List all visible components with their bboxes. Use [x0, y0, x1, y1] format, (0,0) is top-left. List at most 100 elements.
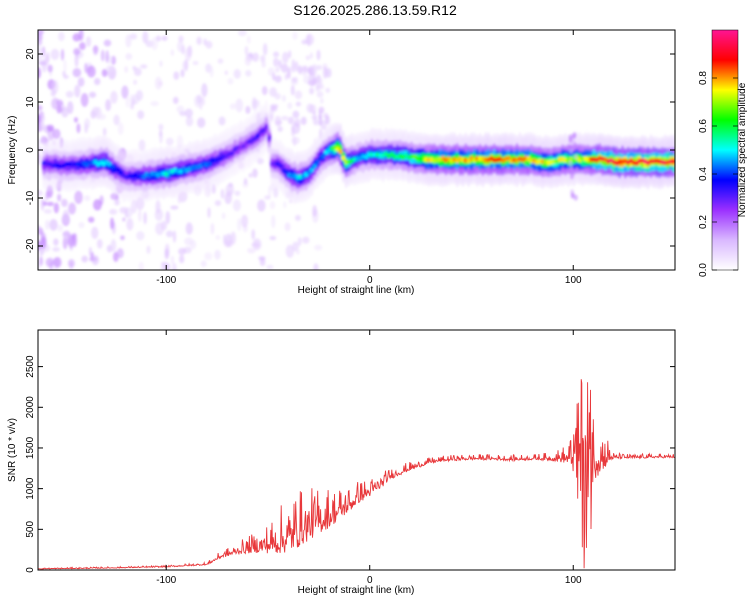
spectrogram-noise-blob	[234, 190, 241, 196]
spectrogram-noise-blob	[39, 250, 43, 259]
spectrogram-noise-blob	[297, 237, 302, 246]
snr-x-label: Height of straight line (km)	[298, 585, 415, 596]
spectrogram-noise-blob	[130, 199, 137, 214]
spectrogram-noise-blob	[73, 48, 81, 56]
spectrogram-noise-blob	[292, 110, 300, 119]
spectrogram-noise-blob	[165, 230, 174, 238]
spectrogram-noise-blob	[180, 69, 185, 78]
spectrogram-noise-blob	[284, 222, 291, 232]
spectrogram-noise-blob	[52, 247, 60, 252]
spectrogram-y-tick-label: -20	[25, 238, 36, 253]
spectrogram-noise-blob	[52, 128, 61, 140]
spectrogram-noise-blob	[178, 247, 186, 255]
spectrogram-noise-blob	[179, 111, 187, 117]
spectrogram-noise-blob	[258, 256, 266, 261]
spectrogram-noise-blob	[218, 116, 226, 126]
spectrogram-noise-blob	[67, 259, 75, 268]
spectrogram-noise-blob	[93, 51, 98, 56]
spectrogram-noise-blob	[42, 201, 48, 206]
spectrogram-noise-blob	[220, 188, 225, 199]
spectrogram-noise-blob	[247, 247, 256, 254]
spectrogram-ridge-cell	[338, 149, 343, 155]
spectrogram-noise-blob	[40, 115, 45, 122]
spectrogram-noise-blob	[261, 86, 268, 96]
spectrogram-noise-blob	[130, 102, 135, 110]
spectrogram-noise-blob	[570, 192, 575, 199]
spectrogram-noise-blob	[300, 116, 307, 126]
spectrogram-noise-blob	[158, 123, 164, 131]
spectrogram-noise-blob	[277, 126, 283, 132]
spectrogram-noise-blob	[85, 36, 92, 47]
spectrogram-ridge-cell	[115, 167, 121, 173]
spectrogram-noise-blob	[39, 256, 43, 267]
spectrogram-ridge-cell	[252, 136, 258, 142]
spectrogram-noise-blob	[111, 55, 116, 66]
spectrogram-noise-blob	[47, 64, 53, 73]
spectrogram-ridge-cell	[309, 167, 315, 173]
spectrogram-noise-blob	[275, 67, 280, 73]
spectrogram-y-tick-label: 0	[25, 147, 36, 153]
spectrogram-noise-blob	[46, 201, 54, 207]
snr-y-tick-label: 0	[25, 567, 36, 573]
spectrogram-noise-blob	[217, 58, 224, 64]
spectrogram-noise-blob	[294, 76, 299, 83]
spectrogram-noise-blob	[315, 65, 323, 71]
spectrogram-ridge-cell	[261, 128, 266, 133]
snr-y-label: SNR (10 * v/v)	[7, 418, 18, 482]
spectrogram-noise-blob	[308, 65, 315, 76]
spectrogram-noise-blob	[58, 31, 65, 42]
spectrogram-noise-blob	[53, 202, 60, 214]
spectrogram-x-tick-label: 100	[565, 275, 582, 286]
colorbar-tick-label: 0.6	[698, 119, 709, 133]
spectrogram-noise-blob	[160, 261, 170, 270]
spectrogram-noise-blob	[125, 96, 130, 108]
spectrogram-noise-blob	[120, 235, 125, 241]
spectrogram-noise-blob	[170, 205, 179, 210]
spectrogram-noise-blob	[88, 91, 97, 98]
spectrogram-noise-blob	[282, 95, 286, 102]
spectrogram-noise-blob	[252, 238, 262, 251]
spectrogram-noise-blob	[57, 193, 62, 202]
spectrogram-noise-blob	[45, 219, 50, 230]
spectrogram-noise-blob	[38, 47, 42, 53]
spectrogram-ridge-cell	[284, 169, 289, 175]
spectrogram-noise-blob	[568, 160, 573, 167]
spectrogram-noise-blob	[84, 62, 88, 74]
spectrogram-ridge-cell	[278, 163, 283, 169]
spectrogram-noise-blob	[63, 59, 67, 73]
spectrogram-noise-blob	[309, 87, 315, 95]
spectrogram-noise-blob	[91, 255, 100, 266]
spectrogram-noise-blob	[287, 116, 294, 125]
spectrogram-noise-blob	[38, 67, 42, 79]
spectrogram-noise-blob	[274, 75, 282, 81]
colorbar-gradient	[712, 30, 738, 270]
spectrogram-noise-blob	[275, 120, 283, 126]
spectrogram-noise-blob	[138, 208, 142, 222]
spectrogram-noise-blob	[199, 104, 203, 110]
spectrogram-noise-blob	[84, 118, 91, 129]
spectrogram-x-ticks: -100 0 100	[156, 30, 582, 286]
spectrogram-noise-blob	[40, 236, 47, 249]
spectrogram-noise-blob	[245, 105, 251, 114]
spectrogram-noise-blob	[291, 136, 300, 145]
spectrogram-noise-blob	[177, 195, 182, 204]
spectrogram-noise-blob	[309, 104, 317, 114]
spectrogram-noise-blob	[61, 198, 68, 208]
spectrogram-noise-blob	[305, 55, 311, 61]
spectrogram-noise-blob	[78, 221, 85, 229]
spectrogram-noise-blob	[257, 199, 266, 212]
spectrogram-noise-blob	[146, 245, 151, 254]
spectrogram-noise-blob	[200, 260, 207, 268]
spectrogram-noise-blob	[62, 209, 70, 224]
spectrogram-y-ticks: -20 -10 0 10 20	[25, 48, 675, 253]
spectrogram-noise-blob	[109, 208, 115, 215]
spectrogram-noise-blob	[278, 59, 282, 69]
spectrogram-noise-blob	[235, 98, 244, 113]
spectrogram-noise-blob	[287, 102, 293, 110]
colorbar-label: Normalized spectral amplitude	[737, 82, 748, 217]
spectrogram-noise-blob	[150, 101, 159, 107]
spectrogram-noise-blob	[319, 83, 324, 90]
spectrogram-y-tick-label: 20	[25, 48, 36, 60]
spectrogram-noise-blob	[291, 126, 295, 137]
spectrogram-noise-blob	[165, 137, 174, 146]
